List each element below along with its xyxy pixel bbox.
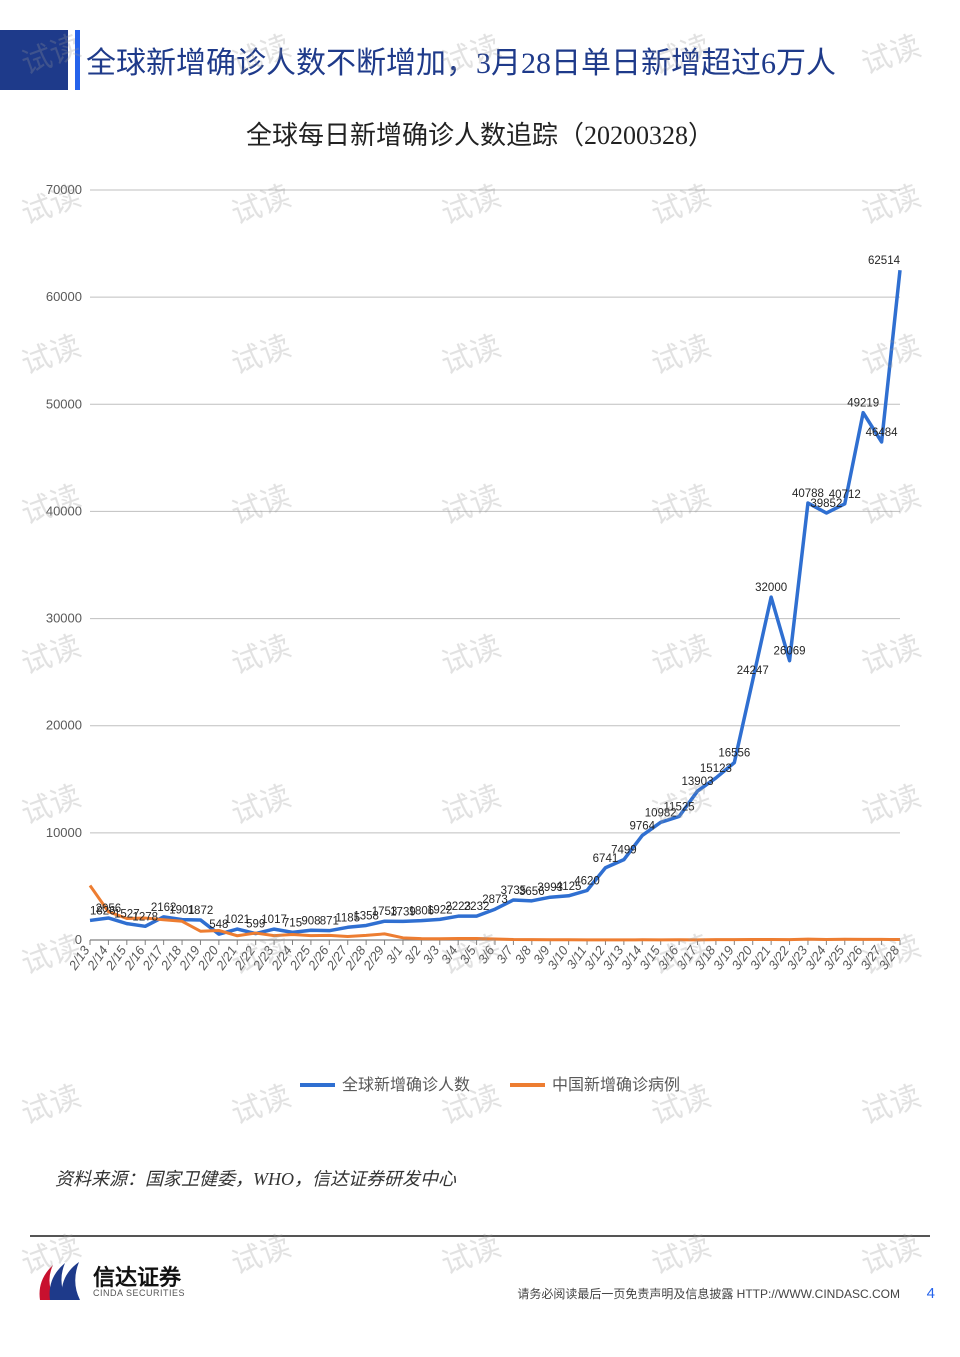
- svg-text:4620: 4620: [574, 876, 600, 888]
- svg-text:15123: 15123: [700, 763, 732, 775]
- svg-text:26069: 26069: [774, 646, 806, 658]
- page-number: 4: [927, 1285, 935, 1302]
- svg-text:3/4: 3/4: [438, 943, 461, 966]
- svg-text:全球新增确诊人数: 全球新增确诊人数: [342, 1076, 470, 1094]
- page-title: 全球新增确诊人数不断增加，3月28日单日新增超过6万人: [86, 38, 836, 82]
- logo-en-text: CINDA SECURITIES: [93, 1289, 185, 1298]
- svg-text:11525: 11525: [664, 802, 695, 814]
- source-note: 资料来源：国家卫健委，WHO，信达证券研发中心: [55, 1165, 456, 1191]
- svg-text:70000: 70000: [46, 182, 82, 197]
- svg-text:46484: 46484: [866, 427, 899, 439]
- svg-text:13903: 13903: [682, 776, 714, 788]
- svg-text:50000: 50000: [46, 396, 82, 411]
- line-chart: 0100002000030000400005000060000700002/13…: [30, 170, 930, 1130]
- svg-text:3/1: 3/1: [383, 943, 406, 966]
- svg-text:3/28: 3/28: [876, 942, 903, 972]
- footer: 信达证券 CINDA SECURITIES 请务必阅读最后一页免责声明及信息披露…: [0, 1260, 960, 1340]
- logo-cn-text: 信达证券: [93, 1266, 185, 1289]
- svg-text:715: 715: [283, 917, 302, 929]
- svg-text:40712: 40712: [829, 489, 861, 501]
- svg-text:9764: 9764: [629, 820, 655, 832]
- svg-text:中国新增确诊病例: 中国新增确诊病例: [552, 1076, 680, 1094]
- footer-divider: [30, 1235, 930, 1237]
- watermark: 试读: [854, 21, 925, 83]
- footer-disclaimer: 请务必阅读最后一页免责声明及信息披露 HTTP://WWW.CINDASC.CO…: [517, 1285, 900, 1302]
- svg-text:30000: 30000: [46, 611, 82, 626]
- svg-text:908: 908: [301, 915, 320, 927]
- svg-text:40000: 40000: [46, 503, 82, 518]
- svg-text:10000: 10000: [46, 825, 82, 840]
- svg-text:20000: 20000: [46, 718, 82, 733]
- header-accent-block: [0, 30, 68, 90]
- chart-area: 0100002000030000400005000060000700002/13…: [30, 170, 930, 1130]
- logo-mark-icon: [35, 1260, 85, 1305]
- svg-text:24247: 24247: [737, 665, 769, 677]
- svg-text:49219: 49219: [847, 398, 879, 410]
- svg-text:7499: 7499: [611, 845, 637, 857]
- chart-subtitle: 全球每日新增确诊人数追踪（20200328）: [0, 115, 960, 152]
- svg-text:1872: 1872: [188, 905, 214, 917]
- svg-text:32000: 32000: [755, 582, 787, 594]
- title-container: 全球新增确诊人数不断增加，3月28日单日新增超过6万人: [75, 30, 836, 90]
- svg-text:62514: 62514: [868, 255, 901, 267]
- svg-text:60000: 60000: [46, 289, 82, 304]
- svg-text:16556: 16556: [718, 748, 750, 760]
- company-logo: 信达证券 CINDA SECURITIES: [35, 1260, 185, 1305]
